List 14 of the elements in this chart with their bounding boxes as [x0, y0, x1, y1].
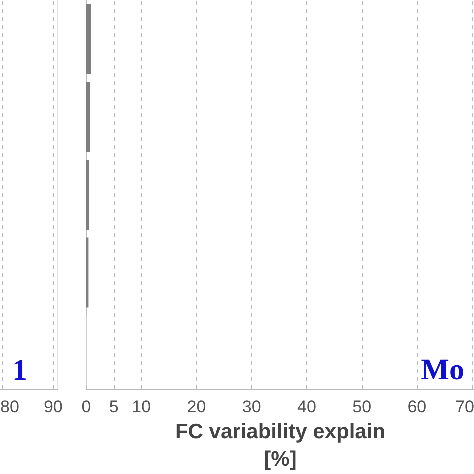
x-tick-label: 50: [352, 398, 372, 416]
x-tick-label: 30: [242, 398, 262, 416]
x-tick-label: 90: [44, 398, 63, 416]
x-tick-label: 70: [456, 398, 474, 416]
annotation: 1: [12, 354, 28, 388]
x-tick-label: 20: [187, 398, 206, 416]
x-tick-label: 10: [132, 398, 152, 416]
x-tick-label: 0: [82, 398, 92, 416]
x-tick-label: 80: [0, 398, 20, 416]
x-tick-label: 5: [109, 398, 119, 416]
x-tick-label: 40: [298, 398, 316, 416]
x-axis-title: FC variability explain [%]: [175, 420, 386, 472]
x-tick-label: 60: [408, 398, 427, 416]
annotation: Mo: [421, 354, 465, 387]
